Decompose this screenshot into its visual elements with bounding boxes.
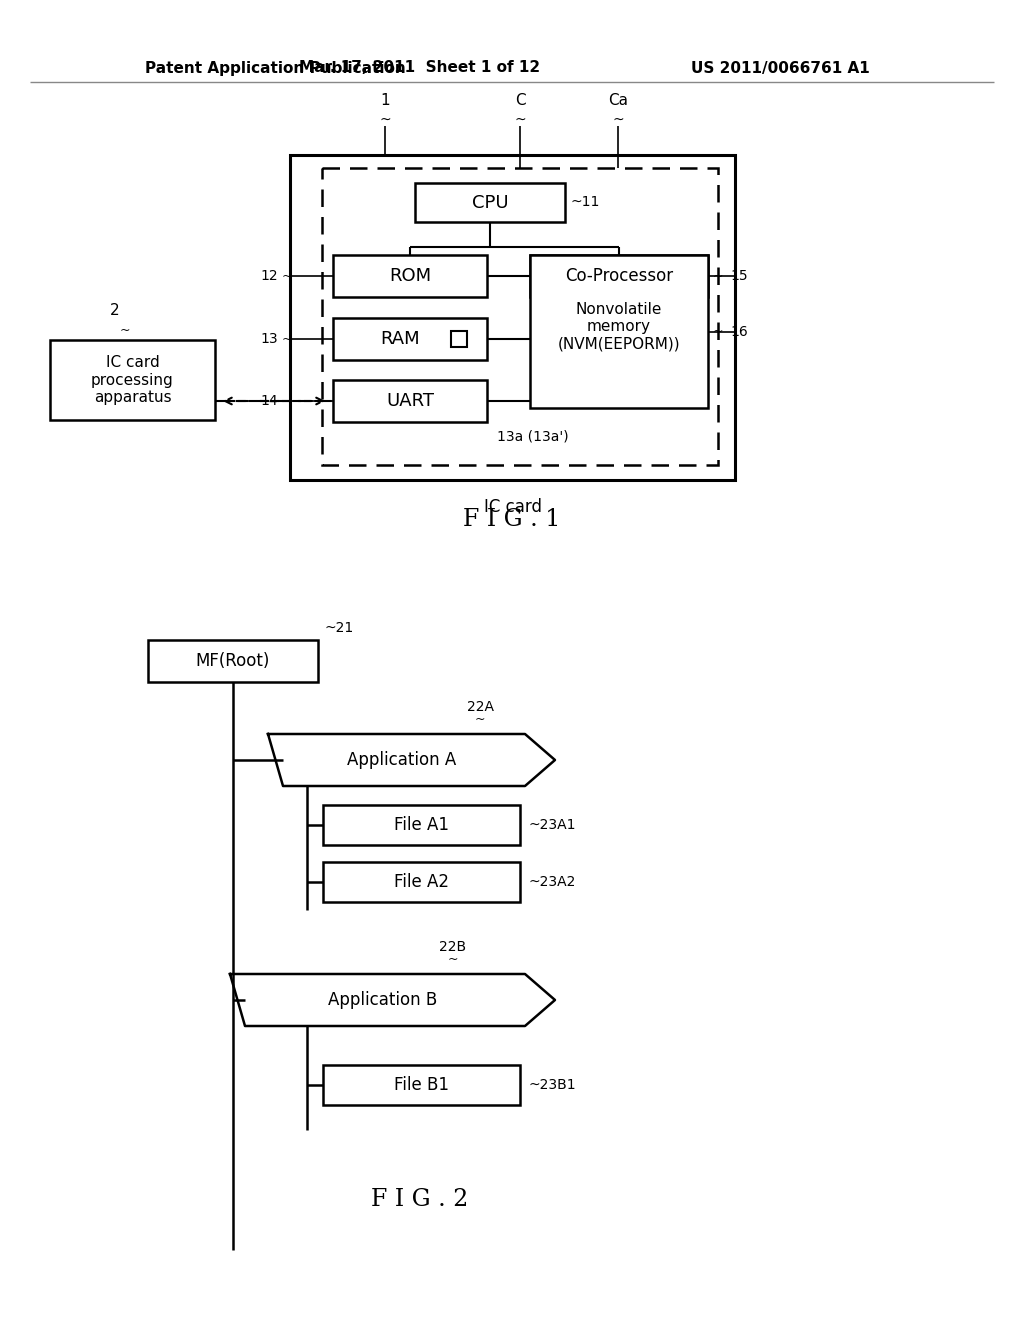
Text: ~: ~ xyxy=(447,953,459,966)
Text: 15: 15 xyxy=(730,269,748,282)
Text: 16: 16 xyxy=(730,325,748,338)
Text: Co-Processor: Co-Processor xyxy=(565,267,673,285)
Text: IC card: IC card xyxy=(483,498,542,516)
Text: Ca: Ca xyxy=(608,92,628,108)
Text: RAM: RAM xyxy=(380,330,420,348)
Text: Patent Application Publication: Patent Application Publication xyxy=(145,61,406,75)
Text: C: C xyxy=(515,92,525,108)
Text: ~: ~ xyxy=(282,269,292,282)
Text: ROM: ROM xyxy=(389,267,431,285)
Text: Application B: Application B xyxy=(328,991,437,1008)
Text: Mar. 17, 2011  Sheet 1 of 12: Mar. 17, 2011 Sheet 1 of 12 xyxy=(299,61,541,75)
Text: Nonvolatile
memory
(NVM(EEPORM)): Nonvolatile memory (NVM(EEPORM)) xyxy=(558,301,680,351)
Text: 22A: 22A xyxy=(467,700,494,714)
Text: ~23B1: ~23B1 xyxy=(528,1078,575,1092)
Text: ~: ~ xyxy=(282,333,292,346)
Bar xyxy=(148,640,318,682)
Bar xyxy=(50,341,215,420)
Text: 13: 13 xyxy=(260,333,278,346)
Bar xyxy=(323,862,520,902)
Text: US 2011/0066761 A1: US 2011/0066761 A1 xyxy=(691,61,870,75)
Bar xyxy=(323,1065,520,1105)
Text: ~21: ~21 xyxy=(324,620,353,635)
Bar xyxy=(415,183,565,222)
Text: ~: ~ xyxy=(120,323,130,337)
Text: ~: ~ xyxy=(713,269,723,282)
Text: IC card
processing
apparatus: IC card processing apparatus xyxy=(91,355,174,405)
Text: ~: ~ xyxy=(379,114,391,127)
Text: File A2: File A2 xyxy=(394,873,449,891)
Text: 12: 12 xyxy=(260,269,278,282)
Text: ~: ~ xyxy=(514,114,525,127)
Bar xyxy=(451,331,467,347)
Bar xyxy=(322,168,718,465)
Bar xyxy=(333,380,487,422)
Text: ~11: ~11 xyxy=(570,195,599,210)
Text: 2: 2 xyxy=(111,304,120,318)
Text: MF(Root): MF(Root) xyxy=(196,652,270,671)
Text: File B1: File B1 xyxy=(394,1076,449,1094)
Text: ~: ~ xyxy=(282,395,292,408)
Text: 22B: 22B xyxy=(439,940,467,954)
Bar xyxy=(333,318,487,360)
Text: CPU: CPU xyxy=(472,194,508,211)
Bar xyxy=(530,255,708,297)
Text: ~: ~ xyxy=(713,325,723,338)
Text: ~: ~ xyxy=(475,713,485,726)
Text: F I G . 1: F I G . 1 xyxy=(463,508,561,532)
Bar xyxy=(290,154,735,480)
Bar xyxy=(530,255,708,408)
Text: F I G . 2: F I G . 2 xyxy=(372,1188,469,1212)
Bar xyxy=(323,805,520,845)
Bar xyxy=(333,255,487,297)
Text: 14: 14 xyxy=(260,393,278,408)
Text: UART: UART xyxy=(386,392,434,411)
Text: 1: 1 xyxy=(380,92,390,108)
Text: Application A: Application A xyxy=(347,751,456,770)
Text: ~23A1: ~23A1 xyxy=(528,818,575,832)
Text: 13a (13a'): 13a (13a') xyxy=(497,430,568,444)
Text: ~23A2: ~23A2 xyxy=(528,875,575,888)
Text: File A1: File A1 xyxy=(394,816,449,834)
Text: ~: ~ xyxy=(612,114,624,127)
